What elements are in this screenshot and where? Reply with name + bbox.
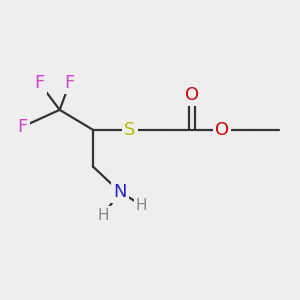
Text: H: H <box>136 198 147 213</box>
Text: O: O <box>185 86 199 104</box>
Text: S: S <box>124 121 136 139</box>
Text: F: F <box>34 74 45 92</box>
Text: F: F <box>18 118 28 136</box>
Text: H: H <box>98 208 109 223</box>
Text: N: N <box>113 183 127 201</box>
Text: O: O <box>215 121 229 139</box>
Text: F: F <box>64 74 75 92</box>
